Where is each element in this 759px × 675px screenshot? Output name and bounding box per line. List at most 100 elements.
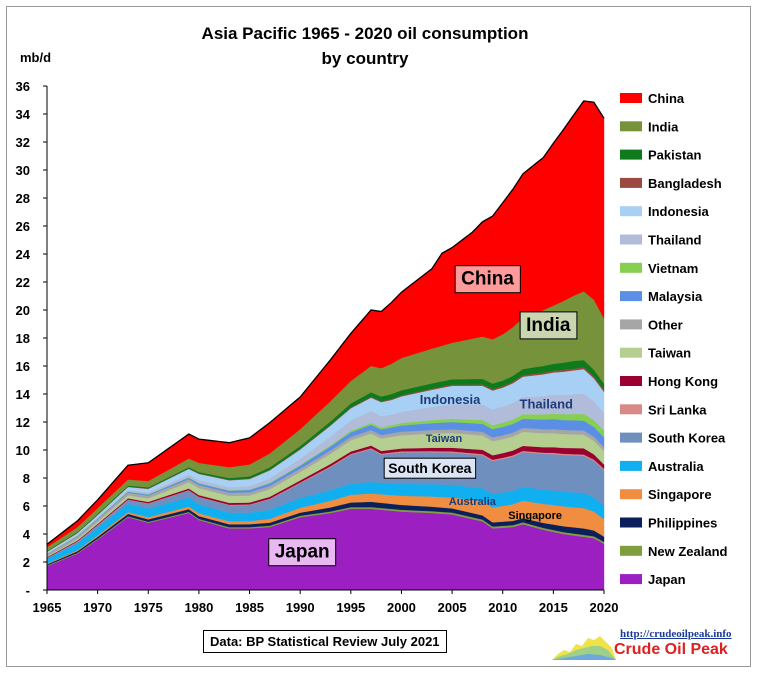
- chart-subtitle: by country: [322, 49, 409, 68]
- legend-swatch: [620, 404, 642, 415]
- annotation-box: [383, 457, 477, 479]
- annotation-text: Japan: [275, 542, 330, 563]
- annotation-text: China: [461, 269, 514, 290]
- legend-label: Thailand: [648, 233, 702, 248]
- x-tick-label: 2020: [590, 600, 619, 615]
- legend-swatch: [620, 517, 642, 528]
- legend-item-singapore: Singapore: [620, 487, 712, 502]
- legend-swatch: [620, 545, 642, 556]
- legend-item-new-zealand: New Zealand: [620, 544, 728, 559]
- y-tick-label: 4: [23, 527, 31, 542]
- annotation-south-korea: South Korea: [383, 457, 477, 479]
- x-tick-label: 1980: [184, 600, 213, 615]
- legend-swatch: [620, 319, 642, 330]
- x-tick-label: 1970: [83, 600, 112, 615]
- annotation-thailand: Thailand: [520, 396, 574, 411]
- x-tick-label: 1965: [33, 600, 62, 615]
- legend-item-indonesia: Indonesia: [620, 204, 709, 219]
- y-tick-label: 32: [16, 135, 30, 150]
- y-tick-label: 34: [16, 107, 31, 122]
- legend-item-pakistan: Pakistan: [620, 148, 702, 163]
- x-tick-label: 2010: [488, 600, 517, 615]
- legend-swatch: [620, 206, 642, 217]
- legend-swatch: [620, 262, 642, 273]
- legend-item-australia: Australia: [620, 459, 704, 474]
- x-tick-label: 2000: [387, 600, 416, 615]
- y-tick-label: 36: [16, 79, 30, 94]
- x-tick-label: 2005: [438, 600, 467, 615]
- annotation-box: [519, 311, 578, 340]
- annotation-text: Taiwan: [426, 433, 463, 445]
- annotation-box: [454, 265, 521, 294]
- x-tick-label: 2015: [539, 600, 568, 615]
- annotation-text: South Korea: [388, 460, 471, 476]
- legend-item-south-korea: South Korea: [620, 431, 726, 446]
- legend-swatch: [620, 347, 642, 358]
- legend-label: China: [648, 91, 685, 106]
- brand-url-link[interactable]: http://crudeoilpeak.info: [620, 628, 732, 640]
- legend-label: Australia: [648, 459, 704, 474]
- legend-label: Philippines: [648, 516, 717, 531]
- legend-label: South Korea: [648, 431, 726, 446]
- annotation-australia: Australia: [449, 496, 497, 508]
- y-tick-label: -: [26, 583, 30, 598]
- legend-label: New Zealand: [648, 544, 728, 559]
- legend-item-india: India: [620, 119, 679, 134]
- annotation-japan: Japan: [268, 538, 337, 567]
- annotation-text: Indonesia: [420, 392, 481, 407]
- legend-label: Pakistan: [648, 148, 702, 163]
- y-tick-label: 14: [16, 387, 31, 402]
- annotation-taiwan: Taiwan: [426, 433, 463, 445]
- legend: China India Pakistan Bangladesh Indonesia Tha…: [620, 91, 728, 587]
- legend-swatch: [620, 234, 642, 245]
- y-tick-label: 18: [16, 331, 30, 346]
- y-tick-label: 2: [23, 555, 30, 570]
- legend-swatch: [620, 149, 642, 160]
- y-tick-label: 28: [16, 191, 30, 206]
- annotation-text: Australia: [449, 496, 497, 508]
- y-tick-label: 12: [16, 415, 30, 430]
- legend-swatch: [620, 489, 642, 500]
- legend-label: Indonesia: [648, 204, 709, 219]
- chart-title: Asia Pacific 1965 - 2020 oil consumption: [202, 24, 529, 43]
- legend-item-china: China: [620, 91, 685, 106]
- legend-swatch: [620, 460, 642, 471]
- total-outline: [46, 100, 605, 545]
- y-tick-label: 30: [16, 163, 30, 178]
- annotations: China India Indonesia Thailand Taiwan South K…: [268, 265, 578, 567]
- legend-label: Sri Lanka: [648, 402, 707, 417]
- legend-item-bangladesh: Bangladesh: [620, 176, 722, 191]
- x-tick-label: 1990: [286, 600, 315, 615]
- source-note: Data: BP Statistical Review July 2021: [203, 630, 447, 653]
- legend-swatch: [620, 574, 642, 585]
- annotation-indonesia: Indonesia: [420, 392, 481, 407]
- brand-name: Crude Oil Peak: [614, 641, 728, 658]
- annotation-china: China: [454, 265, 521, 294]
- legend-label: Vietnam: [648, 261, 698, 276]
- x-tick-label: 1975: [134, 600, 163, 615]
- legend-label: Singapore: [648, 487, 712, 502]
- legend-label: Malaysia: [648, 289, 703, 304]
- legend-label: Other: [648, 317, 683, 332]
- legend-swatch: [620, 291, 642, 302]
- legend-label: India: [648, 119, 679, 134]
- annotation-text: Singapore: [508, 510, 562, 522]
- legend-label: Hong Kong: [648, 374, 718, 389]
- y-tick-label: 20: [16, 303, 30, 318]
- x-tick-label: 1985: [235, 600, 264, 615]
- legend-item-other: Other: [620, 317, 683, 332]
- legend-label: Japan: [648, 572, 686, 587]
- legend-swatch: [620, 177, 642, 188]
- legend-item-japan: Japan: [620, 572, 686, 587]
- legend-item-taiwan: Taiwan: [620, 346, 691, 361]
- y-tick-label: 24: [16, 247, 31, 262]
- y-tick-label: 10: [16, 443, 30, 458]
- legend-swatch: [620, 121, 642, 132]
- y-tick-label: 26: [16, 219, 30, 234]
- legend-item-philippines: Philippines: [620, 516, 717, 531]
- annotation-text: Thailand: [520, 396, 574, 411]
- annotation-box: [268, 538, 337, 567]
- y-tick-label: 6: [23, 499, 30, 514]
- legend-item-malaysia: Malaysia: [620, 289, 703, 304]
